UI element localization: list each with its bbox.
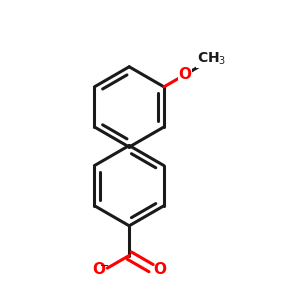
Text: O: O [178,67,192,82]
Text: CH$_3$: CH$_3$ [197,51,226,68]
Text: −: − [100,261,109,271]
Text: O: O [92,262,106,277]
Text: O: O [153,262,166,277]
